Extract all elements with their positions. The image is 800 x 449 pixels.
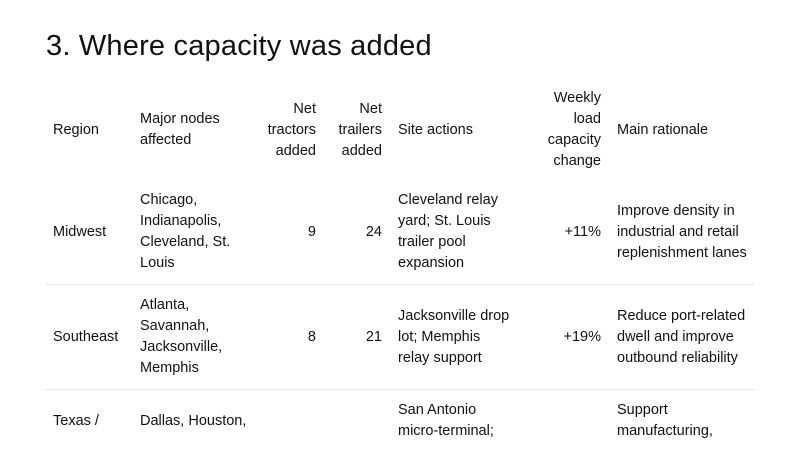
table-body: Midwest Chicago, Indianapolis, Cleveland,… — [45, 180, 755, 449]
table-cell: 24 — [365, 223, 382, 240]
table-cell: Chicago, Indianapolis, Cleveland, St. Lo… — [140, 192, 231, 271]
table-cell: San Antonio micro-terminal; — [390, 389, 523, 449]
table-cell: 9 — [307, 223, 316, 240]
table-cell: +19% — [523, 284, 609, 390]
header-cell: Weekly load capacity change — [547, 90, 601, 169]
table-cell: Texas / — [45, 389, 132, 449]
header-cell: Main rationale — [617, 121, 709, 138]
table-row: Midwest Chicago, Indianapolis, Cleveland,… — [45, 180, 755, 285]
table-cell — [255, 389, 324, 449]
table-header: Region Major nodes affected Net tractors a… — [45, 80, 755, 180]
header-cell: Major nodes affected — [140, 111, 220, 148]
table-cell: Midwest — [53, 223, 107, 240]
header-cell: Region — [53, 121, 99, 138]
table-cell: Atlanta, Savannah, Jacksonville, Memphis — [132, 284, 255, 390]
table-cell: Cleveland relay yard; St. Louis trailer … — [398, 192, 498, 271]
header-row: Region Major nodes affected Net tractors a… — [45, 80, 755, 180]
table-cell: Improve density in industrial and retail… — [617, 202, 747, 261]
table-row: Southeast Atlanta, Savannah, Jacksonville… — [45, 284, 755, 390]
table-cell — [523, 389, 609, 449]
capacity-table: Region Major nodes affected Net tractors a… — [45, 80, 755, 449]
header-cell: Net tractors added — [267, 100, 316, 159]
table-cell: Support manufacturing, — [609, 389, 755, 449]
slide-title: 3. Where capacity was added — [46, 30, 432, 62]
table-cell: +11% — [564, 223, 601, 240]
table-cell: Reduce port-related dwell and improve ou… — [609, 284, 755, 390]
table-cell: Jacksonville drop lot; Memphis relay sup… — [390, 284, 523, 390]
table-cell: 21 — [324, 284, 390, 390]
table-cell: Southeast — [45, 284, 132, 390]
header-cell: Net trailers added — [338, 100, 382, 159]
table-row: Texas / Dallas, Houston, San Antonio micro… — [45, 389, 755, 449]
table-cell — [324, 389, 390, 449]
table-cell: 8 — [255, 284, 324, 390]
header-cell: Site actions — [398, 121, 473, 138]
table-cell: Dallas, Houston, — [132, 389, 255, 449]
